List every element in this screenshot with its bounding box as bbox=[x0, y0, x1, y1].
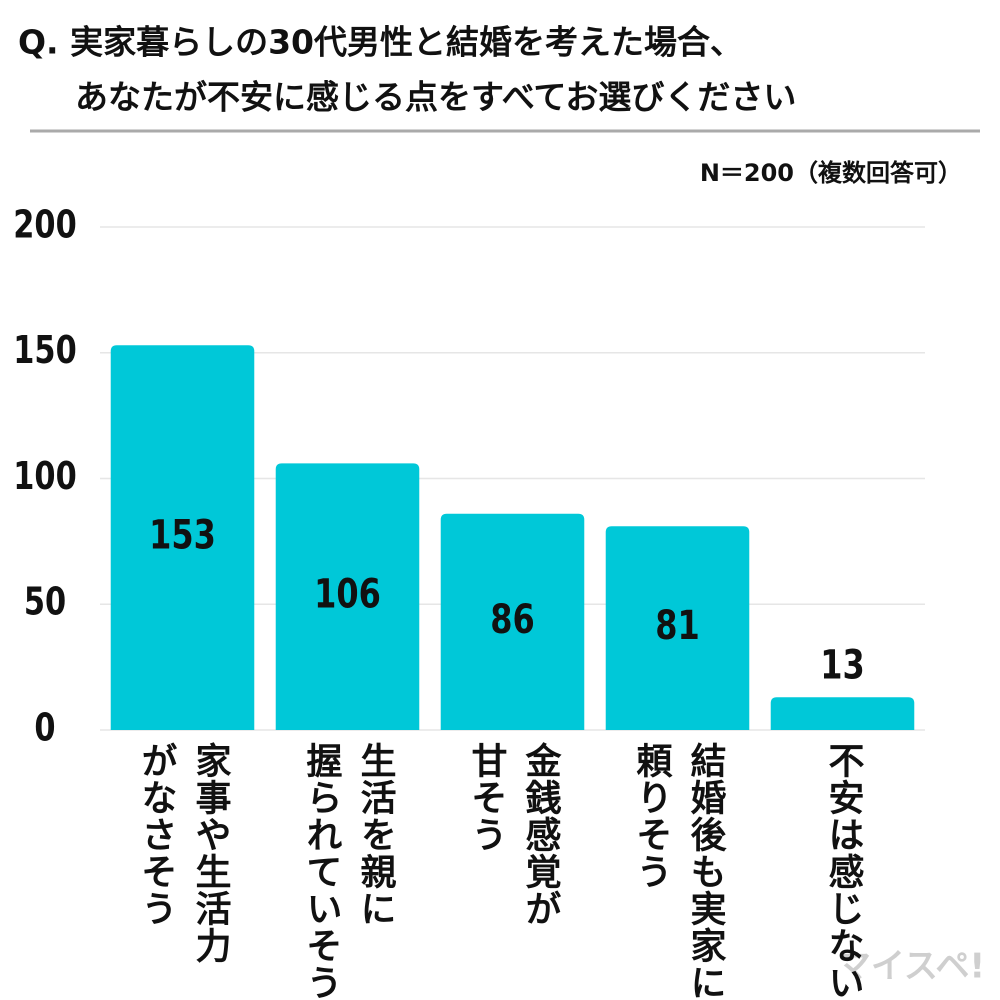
value-label: 86 bbox=[490, 595, 535, 642]
title-line: あなたが不安に感じる点をすべてお選びください bbox=[75, 78, 796, 117]
bar bbox=[275, 463, 420, 730]
y-tick-label: 0 bbox=[34, 706, 55, 750]
value-label: 106 bbox=[314, 570, 381, 617]
x-tick-label: 金銭感覚が 甘そう bbox=[465, 742, 561, 927]
value-label: 153 bbox=[149, 511, 216, 558]
title-line: Q. 実家暮らしの30代男性と結婚を考えた場合、 bbox=[18, 23, 743, 62]
y-tick-label: 50 bbox=[24, 581, 66, 625]
y-tick-label: 200 bbox=[13, 203, 76, 247]
x-tick-label: 不安は感じない bbox=[822, 742, 864, 1000]
annotation: N＝200（複数回答可） bbox=[700, 159, 962, 187]
value-label: 13 bbox=[820, 641, 865, 688]
x-tick-label: 結婚後も実家に 頼りそう bbox=[630, 742, 726, 1000]
y-tick-label: 150 bbox=[13, 329, 76, 373]
x-tick-label: 生活を親に 握られていそう bbox=[300, 742, 396, 1000]
bar bbox=[770, 697, 915, 730]
bar bbox=[440, 513, 585, 730]
watermark: マイスペ! bbox=[837, 947, 985, 987]
x-tick-label: 家事や生活力 がなさそう bbox=[135, 742, 231, 964]
value-label: 81 bbox=[655, 602, 700, 649]
bar bbox=[110, 345, 255, 730]
y-tick-label: 100 bbox=[13, 455, 76, 499]
bar bbox=[605, 526, 750, 730]
